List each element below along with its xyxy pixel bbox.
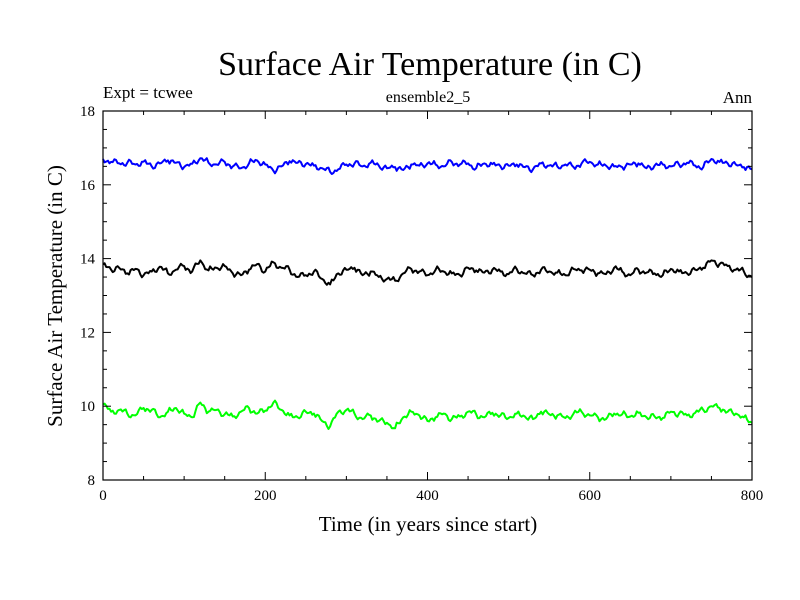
series-line-upper	[102, 157, 753, 175]
x-axis-label: Time (in years since start)	[319, 512, 538, 536]
y-tick-label: 16	[80, 178, 96, 194]
y-tick-label: 14	[80, 252, 96, 268]
x-tick-label: 400	[416, 488, 439, 504]
y-tick-label: 18	[80, 104, 95, 120]
chart-title: Surface Air Temperature (in C)	[218, 46, 642, 83]
y-axis-label: Surface Air Temperature (in C)	[43, 165, 67, 427]
period-label: Ann	[723, 88, 753, 107]
y-tick-label: 8	[88, 473, 96, 489]
experiment-label: Expt = tcwee	[103, 83, 193, 102]
x-tick-label: 200	[254, 488, 277, 504]
ensemble-label: ensemble2_5	[386, 89, 470, 106]
x-tick-label: 600	[579, 488, 602, 504]
series-line-lower	[102, 399, 753, 430]
x-tick-label: 800	[741, 488, 764, 504]
y-tick-label: 12	[80, 325, 95, 341]
series-layer	[102, 157, 753, 430]
x-tick-label: 0	[99, 488, 107, 504]
axes: 0 200 400 600 800 8 10 12 14 16 18	[80, 104, 763, 504]
y-tick-label: 10	[80, 399, 95, 415]
series-line-middle	[102, 259, 753, 286]
